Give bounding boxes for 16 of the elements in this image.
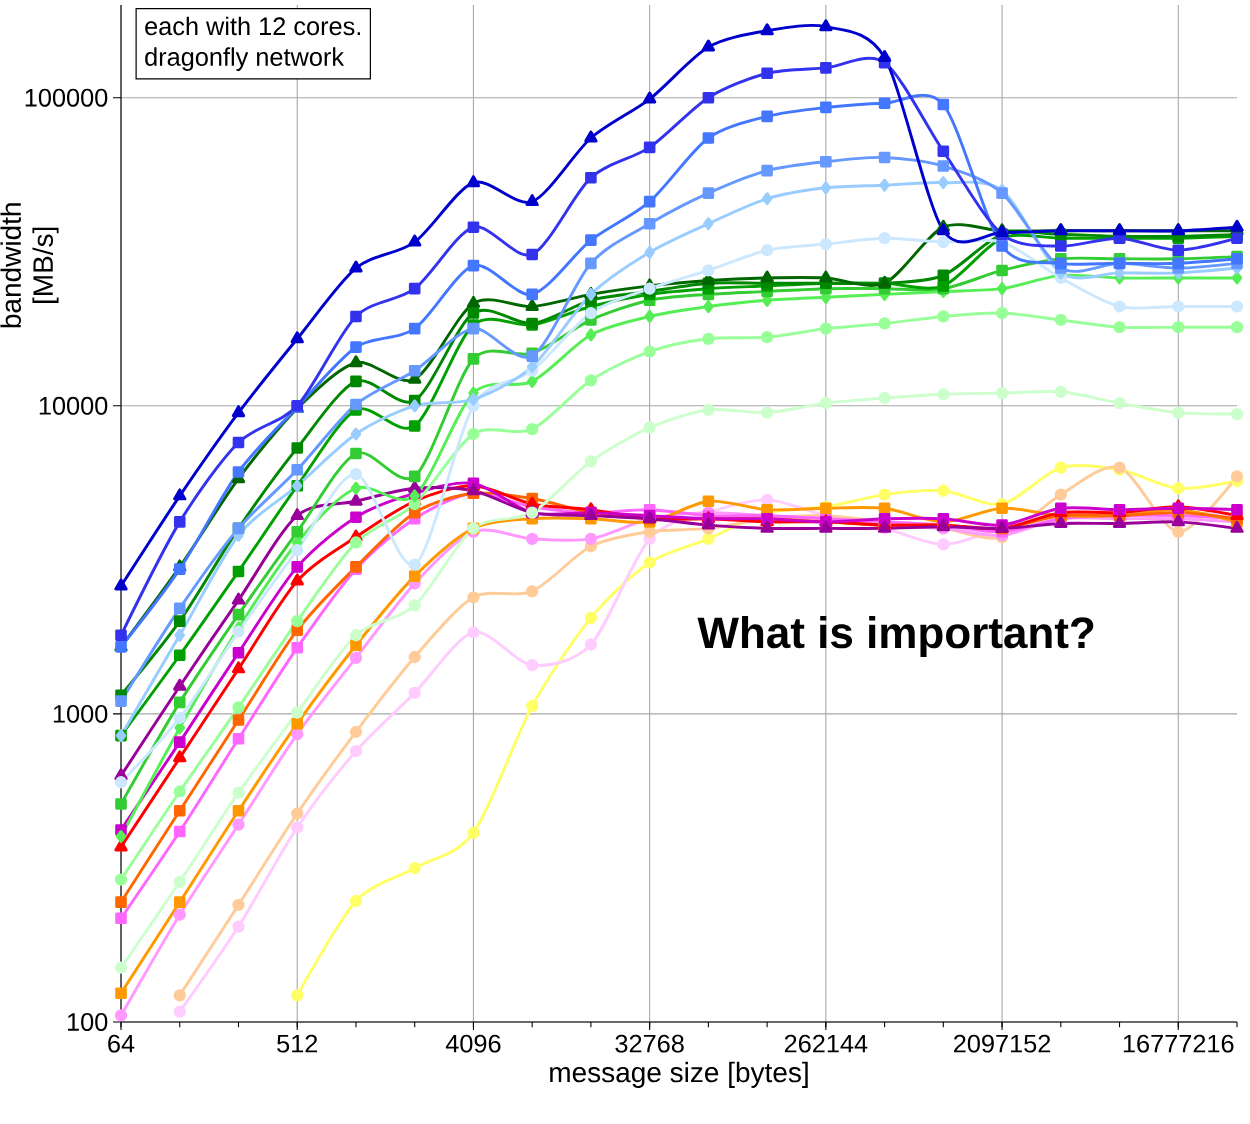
- x-tick-label: 64: [108, 1034, 135, 1053]
- x-tick-label: 4096: [445, 1034, 501, 1053]
- x-axis-title: message size [bytes]: [550, 1061, 808, 1088]
- x-tick-label: 2097152: [954, 1034, 1051, 1053]
- annotation: each with 12 cores.: [145, 16, 361, 36]
- annotation: What is important?: [697, 616, 1094, 658]
- y-tick-label: 100000: [25, 88, 108, 107]
- x-tick-label: 16777216: [1123, 1034, 1234, 1053]
- y-tick-label: 100: [67, 1013, 108, 1031]
- x-tick-label: 32768: [615, 1034, 684, 1053]
- y-tick-label: 10000: [39, 396, 108, 415]
- annotation: dragonfly network: [145, 47, 345, 71]
- x-tick-label: 262144: [784, 1034, 868, 1053]
- y-axis-title: bandwidth [MB/s]: [0, 203, 59, 328]
- x-tick-label: 512: [277, 1034, 318, 1053]
- y-tick-label: 1000: [53, 704, 108, 723]
